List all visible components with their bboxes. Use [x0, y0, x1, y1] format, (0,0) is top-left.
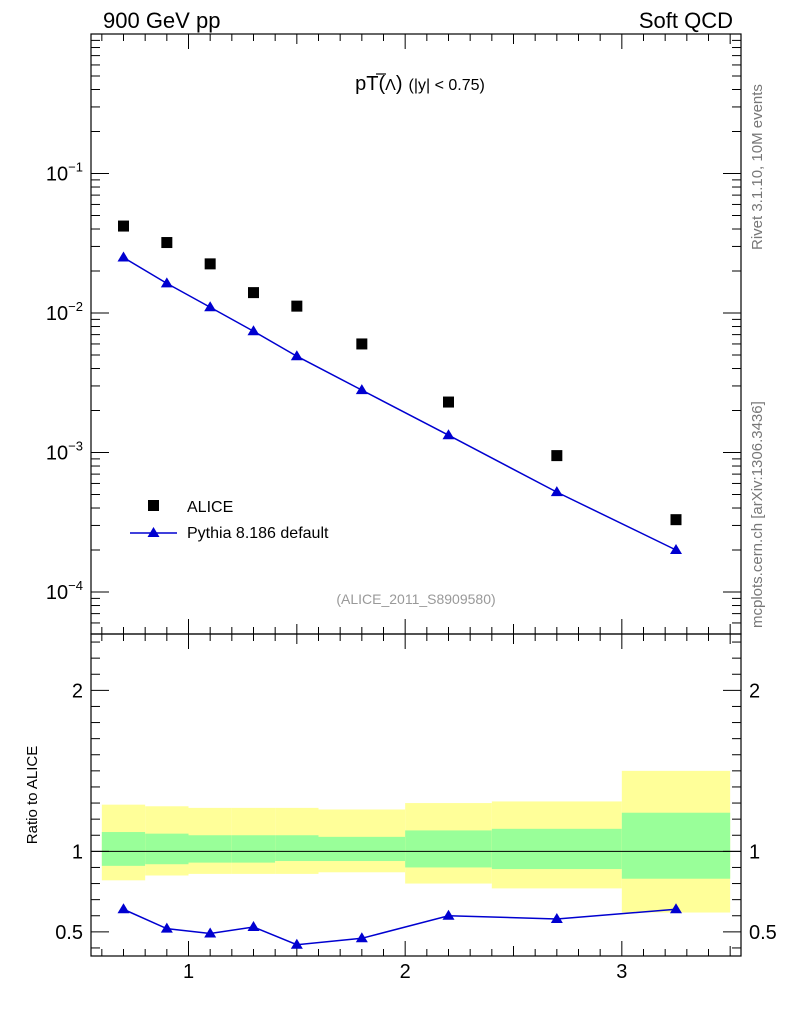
ratio-pythia-point	[247, 921, 260, 932]
title-cut: (|y| < 0.75)	[409, 77, 485, 94]
pythia-point	[290, 350, 303, 361]
ratio-pythia-point	[204, 927, 217, 938]
ratio-frame	[90, 633, 742, 957]
ratio-pythia-point	[442, 909, 455, 920]
main-frame	[90, 33, 742, 635]
ratio-pythia-point	[117, 903, 130, 914]
main-axes: 10−1 10−2 10−3 10−4	[46, 33, 742, 635]
ratio-xtick-label: 2	[400, 961, 411, 983]
ratio-ytick-label-right: 0.5	[749, 922, 777, 944]
ratio-ytick-label: 2	[72, 680, 83, 702]
ratio-pythia-line	[123, 908, 677, 946]
title-symbol: Λ	[385, 77, 396, 94]
pythia-point	[550, 486, 563, 497]
alice-point	[443, 396, 454, 408]
alice-point	[161, 237, 173, 249]
band-inner-1	[145, 833, 189, 865]
ratio-ytick-label: 1	[72, 841, 83, 863]
ratio-ylabel: Ratio to ALICE	[24, 746, 41, 844]
band-inner-0	[101, 832, 146, 866]
title-main: pT(	[355, 73, 385, 95]
analysis-id-label: (ALICE_2011_S8909580)	[336, 591, 495, 607]
ratio-uncertainty-bands	[101, 770, 731, 913]
band-inner-2	[188, 835, 232, 863]
ratio-axes: 1 2 3 0.5 0.5 1 1 2 2	[55, 633, 777, 983]
ratio-ytick-label-right: 2	[749, 680, 760, 702]
ratio-xtick-label: 3	[616, 961, 627, 983]
main-ytick-label: 10−1	[46, 160, 83, 186]
pythia-point	[204, 301, 217, 312]
alice-point	[291, 300, 303, 312]
band-inner-4	[275, 835, 319, 862]
main-ytick-label: 10−2	[46, 299, 83, 325]
main-ytick-label: 10−3	[46, 439, 83, 465]
ratio-series	[117, 903, 682, 949]
legend-label-pythia: Pythia 8.186 default	[187, 525, 329, 542]
alice-point	[204, 258, 216, 270]
alice-point	[248, 287, 259, 299]
title-tail: )	[396, 73, 403, 95]
legend-marker-alice	[148, 500, 159, 511]
ratio-pythia-point	[355, 932, 368, 943]
alice-point	[118, 220, 129, 232]
ratio-pythia-point	[160, 922, 173, 933]
main-ytick-label: 10−4	[46, 578, 83, 604]
header-left: 900 GeV pp	[103, 8, 220, 33]
ratio-pythia-point	[550, 912, 563, 923]
rivet-version-label: Rivet 3.1.10, 10M events	[749, 84, 766, 250]
pythia-point	[670, 544, 682, 555]
band-inner-3	[231, 835, 276, 863]
band-inner-5	[318, 836, 406, 862]
pythia-point	[442, 429, 455, 440]
band-inner-8	[621, 812, 731, 879]
ratio-pythia-point	[290, 938, 303, 949]
band-inner-7	[491, 828, 622, 870]
legend-marker-pythia	[147, 527, 160, 537]
pythia-point	[117, 251, 130, 262]
ratio-ytick-label-right: 1	[749, 841, 760, 863]
ratio-xtick-label: 1	[183, 961, 194, 983]
ratio-ytick-label: 0.5	[55, 922, 83, 944]
alice-point	[356, 338, 368, 350]
legend: ALICE Pythia 8.186 default	[130, 499, 329, 542]
alice-point	[670, 514, 682, 526]
ratio-pythia-point	[670, 903, 682, 914]
mcplots-label: mcplots.cern.ch [arXiv:1306.3436]	[749, 401, 766, 628]
alice-point	[551, 450, 563, 462]
main-plot-title: pT(Λ) (|y| < 0.75)	[355, 73, 485, 95]
header-right: Soft QCD	[639, 8, 733, 33]
main-series	[117, 220, 682, 555]
band-inner-6	[405, 830, 492, 868]
pythia-point	[355, 384, 368, 395]
legend-label-alice: ALICE	[187, 499, 233, 516]
pythia-point	[160, 277, 173, 288]
pythia-point	[247, 325, 260, 336]
